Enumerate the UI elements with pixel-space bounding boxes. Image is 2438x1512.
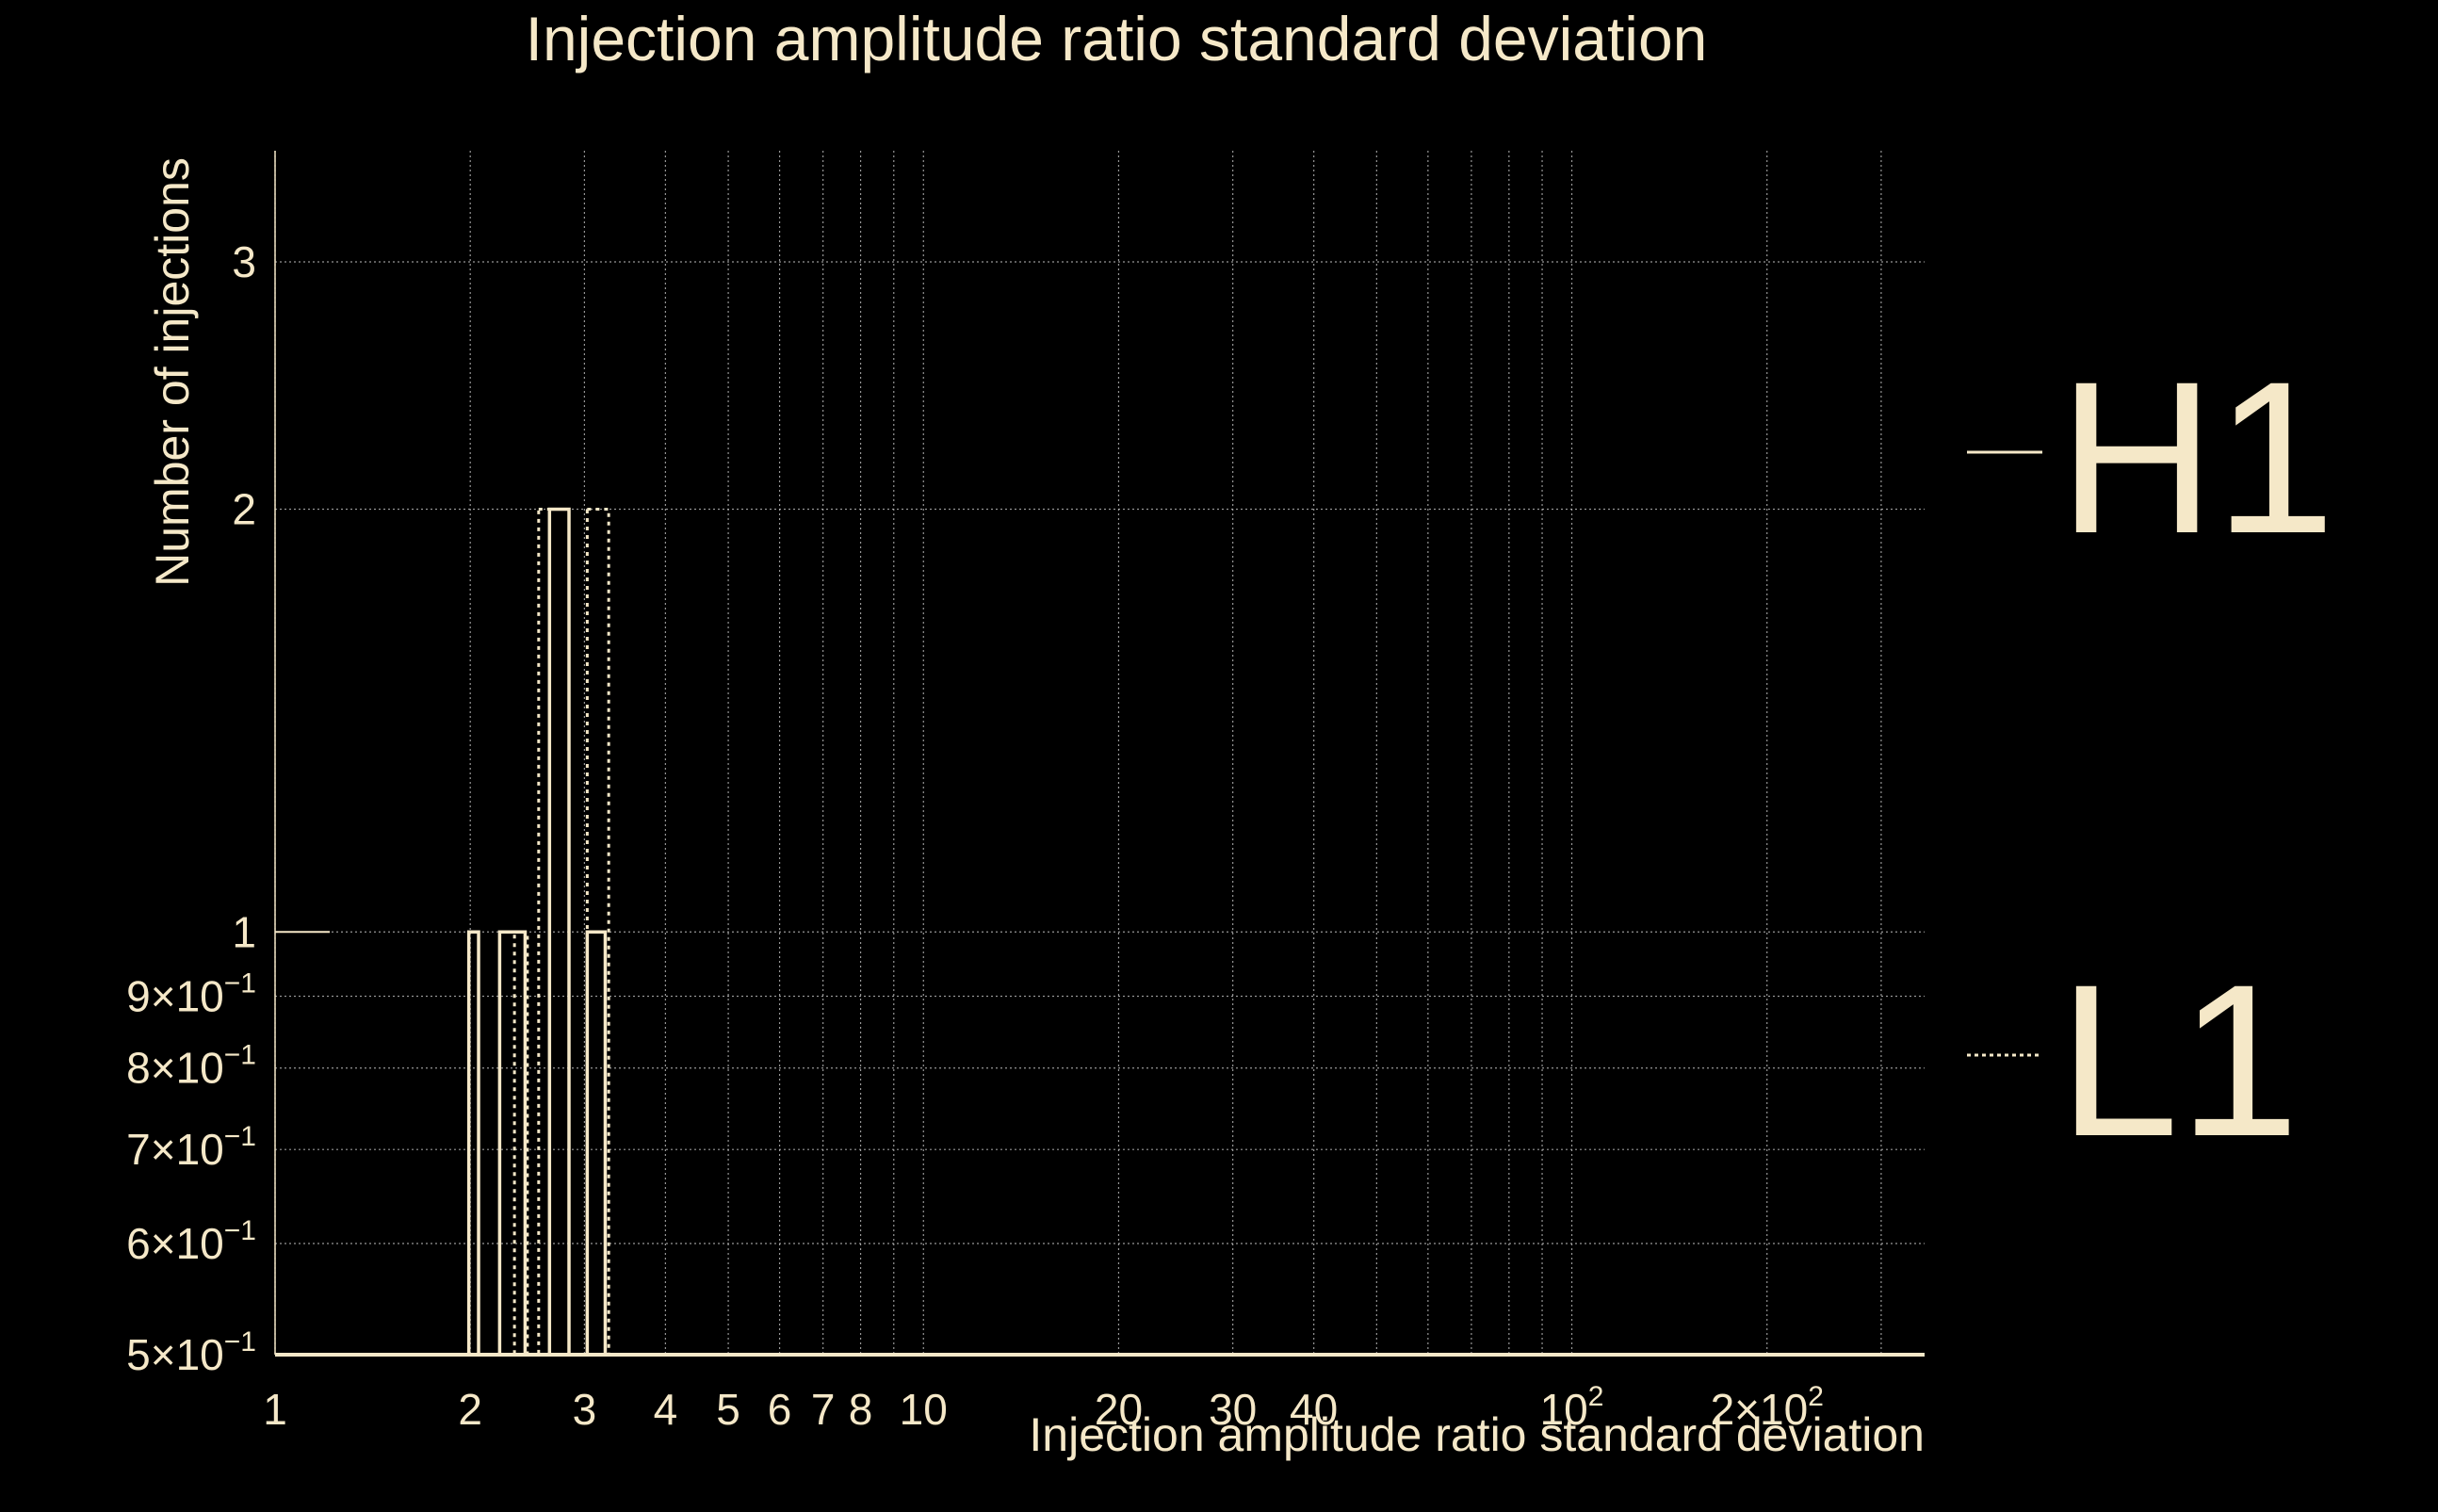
x-tick-label: 5 [716, 1385, 740, 1434]
x-tick-label: 30 [1209, 1385, 1257, 1434]
y-axis-label: Number of injections [146, 157, 199, 587]
x-tick-label: 7 [811, 1385, 836, 1434]
y-tick-label: 8×10−1 [126, 1040, 256, 1093]
x-tick-label: 20 [1095, 1385, 1143, 1434]
x-tick-label: 10 [900, 1385, 948, 1434]
x-tick-label: 1 [263, 1385, 287, 1434]
y-tick-label: 3 [232, 237, 256, 286]
x-tick-label: 3 [573, 1385, 597, 1434]
legend: H1 L1 [1967, 336, 2335, 1181]
axes-layer [274, 151, 1925, 1357]
x-tick-label: 40 [1290, 1385, 1338, 1434]
x-tick-label: 8 [849, 1385, 873, 1434]
x-tick-label: 6 [768, 1385, 792, 1434]
bar-l1 [585, 508, 610, 1357]
legend-label-h1: H1 [2058, 336, 2335, 578]
y-tick-label: 1 [232, 907, 256, 956]
legend-label-l1: L1 [2058, 939, 2300, 1181]
y-tick-label: 5×10−1 [126, 1326, 256, 1379]
x-tick-label: 2×102 [1711, 1381, 1824, 1434]
x-tick-label: 4 [654, 1385, 678, 1434]
chart-title: Injection amplitude ratio standard devia… [526, 4, 1708, 73]
ticks-layer: 1 2 3 4 5 6 7 8 10 20 30 40 102 2×1025×10−16×10−17×10… [126, 237, 1824, 1434]
x-tick-label: 2 [458, 1385, 482, 1434]
y-tick-label: 2 [232, 485, 256, 534]
x-axis-label: Injection amplitude ratio standard devia… [1029, 1408, 1925, 1461]
